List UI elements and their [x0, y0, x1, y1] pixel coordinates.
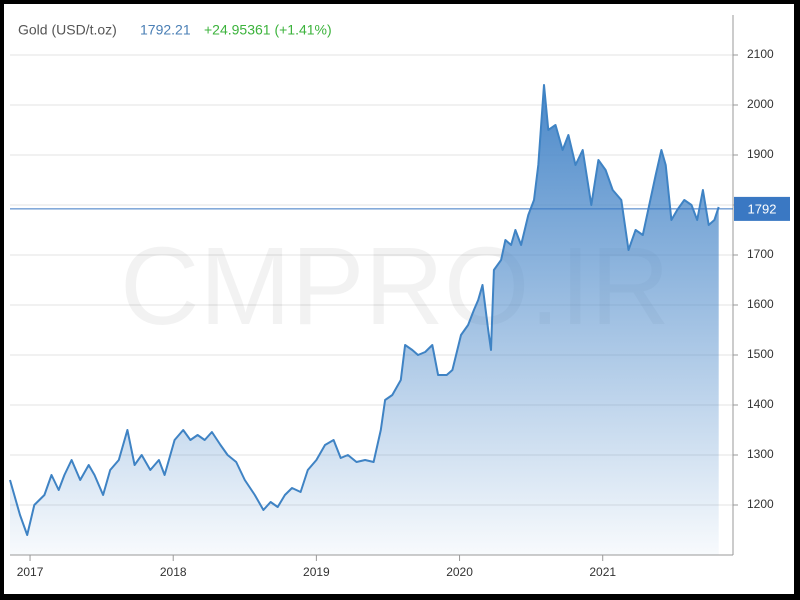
y-tick-label: 1900	[747, 147, 774, 161]
y-tick-label: 1600	[747, 297, 774, 311]
y-tick-label: 1300	[747, 447, 774, 461]
y-tick-label: 1500	[747, 347, 774, 361]
chart-title: Gold (USD/t.oz)	[18, 22, 117, 38]
price-change: +24.95361 (+1.41%)	[204, 22, 332, 38]
y-tick-label: 2000	[747, 97, 774, 111]
y-tick-label: 1700	[747, 247, 774, 261]
y-tick-label: 1200	[747, 497, 774, 511]
x-tick-label: 2019	[303, 565, 330, 579]
y-tick-label: 2100	[747, 47, 774, 61]
price-tag-box	[734, 196, 790, 221]
x-tick-label: 2017	[17, 565, 44, 579]
x-tick-label: 2021	[589, 565, 616, 579]
x-tick-label: 2018	[160, 565, 187, 579]
x-tick-label: 2020	[446, 565, 473, 579]
price-value: 1792.21	[140, 22, 191, 38]
price-tag: 1792	[748, 201, 777, 216]
price-line	[9, 84, 720, 536]
y-tick-label: 1400	[747, 397, 774, 411]
area-fill	[10, 85, 719, 555]
